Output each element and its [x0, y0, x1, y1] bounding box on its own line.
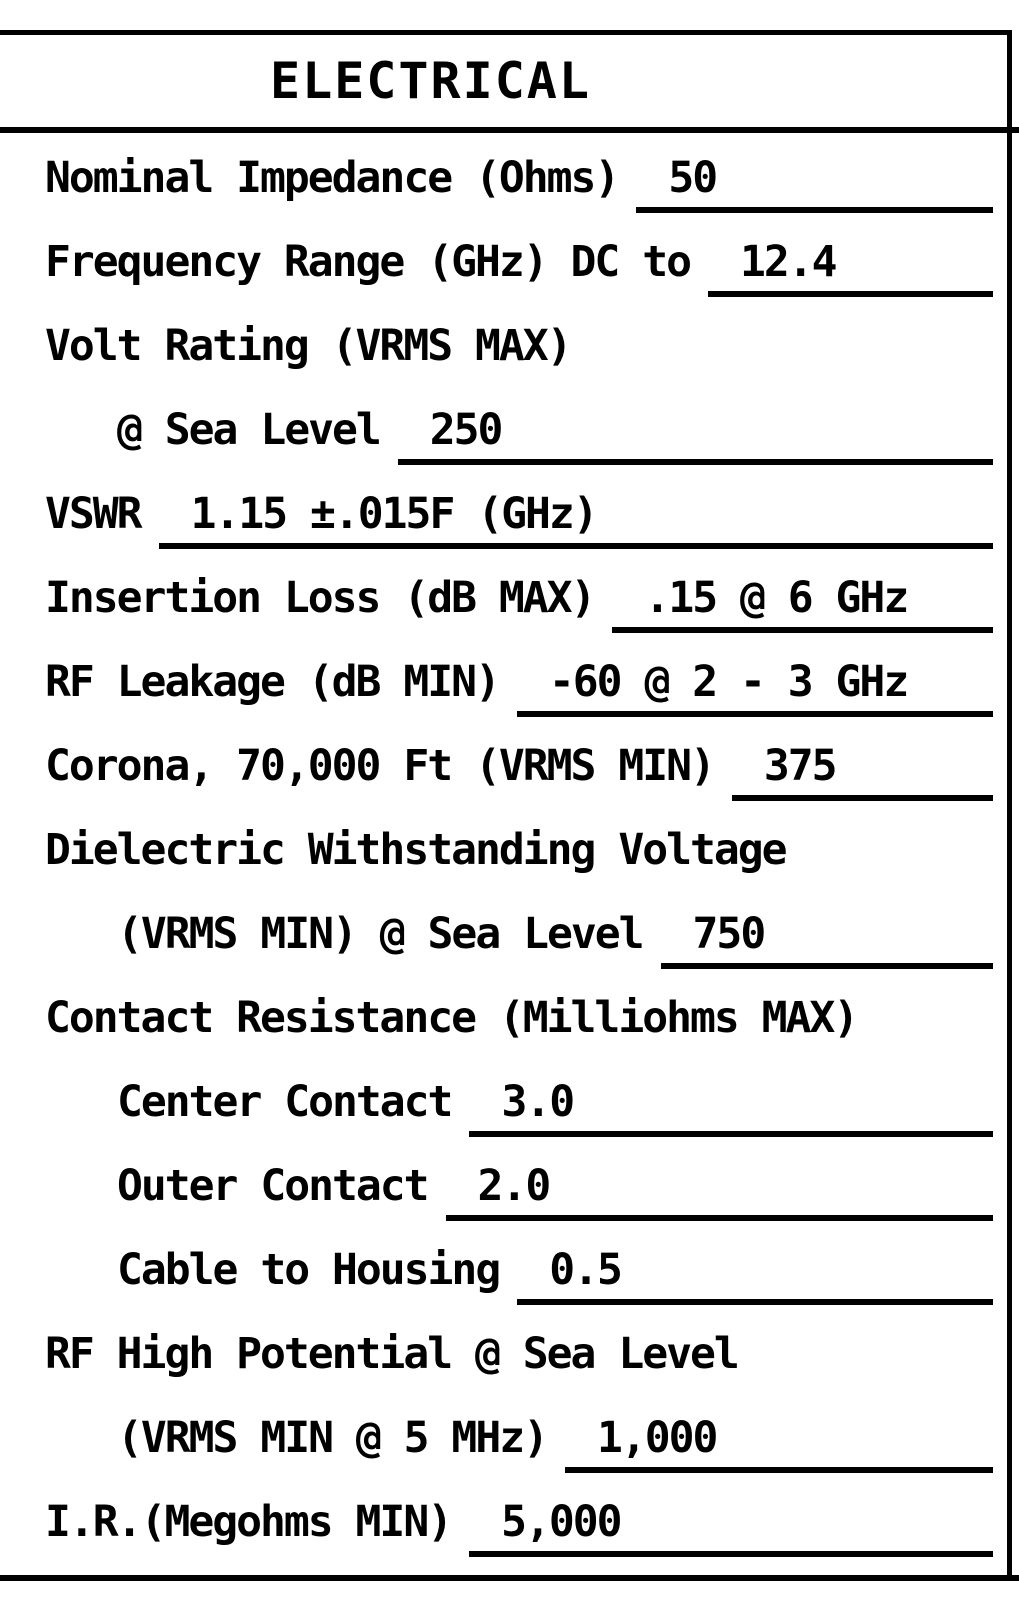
spec-label: (VRMS MIN @ 5 MHz) [117, 1413, 549, 1463]
spec-value: 375 [763, 741, 838, 791]
spec-value: -60 @ 2 - 3 GHz [548, 657, 909, 707]
spec-row: RF High Potential @ Sea Level [0, 1312, 1007, 1396]
spec-row: Dielectric Withstanding Voltage [0, 808, 1007, 892]
spec-value-line: -60 @ 2 - 3 GHz [516, 640, 994, 724]
spec-label: VSWR [45, 489, 143, 539]
spec-value: 3.0 [501, 1077, 575, 1127]
spec-row: I.R.(Megohms MIN) 5,000 [0, 1480, 1007, 1564]
spec-row: Contact Resistance (Milliohms MAX) [0, 976, 1007, 1060]
spec-value-line: 12.4 [707, 220, 994, 304]
spec-value: 2.0 [477, 1161, 552, 1211]
spec-value: .15 @ 6 GHz [644, 573, 909, 623]
spec-value: 250 [429, 405, 504, 455]
spec-value-line: 50 [636, 136, 993, 220]
spec-row: RF Leakage (dB MIN) -60 @ 2 - 3 GHz [0, 640, 1007, 724]
spec-row: (VRMS MIN) @ Sea Level 750 [0, 892, 1007, 976]
table-title: ELECTRICAL [269, 52, 592, 110]
table-header: ELECTRICAL [0, 35, 1019, 127]
header-divider-line [0, 127, 1019, 133]
spec-row: Outer Contact 2.0 [0, 1144, 1007, 1228]
spec-row: Corona, 70,000 Ft (VRMS MIN) 375 [0, 724, 1007, 808]
spec-label: Volt Rating (VRMS MAX) [45, 321, 573, 371]
spec-label: (VRMS MIN) @ Sea Level [117, 909, 645, 959]
spec-row: Center Contact 3.0 [0, 1060, 1007, 1144]
spec-value: 50 [668, 153, 718, 203]
spec-value-line: 0.5 [517, 1228, 993, 1312]
spec-label: RF Leakage (dB MIN) [45, 657, 501, 707]
spec-value: 1.15 ±.015F (GHz) [190, 489, 599, 539]
spec-value: 1,000 [597, 1413, 718, 1463]
spec-value-line: 1.15 ±.015F (GHz) [158, 472, 994, 556]
spec-rows: Nominal Impedance (Ohms) 50 Frequency Ra… [0, 136, 1007, 1564]
spec-label: Cable to Housing [117, 1245, 501, 1295]
spec-value-line: 250 [397, 388, 994, 472]
spec-row: VSWR 1.15 ±.015F (GHz) [0, 472, 1007, 556]
spec-row: (VRMS MIN @ 5 MHz) 1,000 [0, 1396, 1007, 1480]
spec-value: 12.4 [739, 237, 838, 287]
spec-value: 0.5 [549, 1245, 623, 1295]
spec-label: RF High Potential @ Sea Level [45, 1329, 740, 1379]
table-top-border [0, 30, 1011, 35]
spec-label: @ Sea Level [117, 405, 382, 455]
spec-row: Insertion Loss (dB MAX) .15 @ 6 GHz [0, 556, 1007, 640]
spec-value: 5,000 [501, 1497, 622, 1547]
spec-row: Cable to Housing 0.5 [0, 1228, 1007, 1312]
spec-label: Outer Contact [117, 1161, 430, 1211]
spec-row: @ Sea Level 250 [0, 388, 1007, 472]
spec-label: I.R.(Megohms MIN) [45, 1497, 453, 1547]
spec-value-line: .15 @ 6 GHz [612, 556, 993, 640]
table-bottom-border [0, 1575, 1019, 1581]
spec-value-line: 375 [731, 724, 994, 808]
spec-row: Frequency Range (GHz) DC to 12.4 [0, 220, 1007, 304]
spec-label: Insertion Loss (dB MAX) [45, 573, 596, 623]
spec-value: 750 [692, 909, 767, 959]
spec-value-line: 5,000 [469, 1480, 993, 1564]
spec-value-line: 750 [660, 892, 994, 976]
spec-label: Nominal Impedance (Ohms) [45, 153, 620, 203]
spec-label: Dielectric Withstanding Voltage [45, 825, 788, 875]
spec-row: Volt Rating (VRMS MAX) [0, 304, 1007, 388]
spec-value-line: 2.0 [445, 1144, 994, 1228]
table-right-border [1007, 30, 1012, 1581]
spec-label: Corona, 70,000 Ft (VRMS MIN) [45, 741, 716, 791]
spec-value-line: 3.0 [469, 1060, 993, 1144]
spec-label: Contact Resistance (Milliohms MAX) [45, 993, 859, 1043]
spec-label: Center Contact [117, 1077, 453, 1127]
spec-value-line: 1,000 [565, 1396, 993, 1480]
spec-label: Frequency Range (GHz) DC to [45, 237, 692, 287]
spec-row: Nominal Impedance (Ohms) 50 [0, 136, 1007, 220]
